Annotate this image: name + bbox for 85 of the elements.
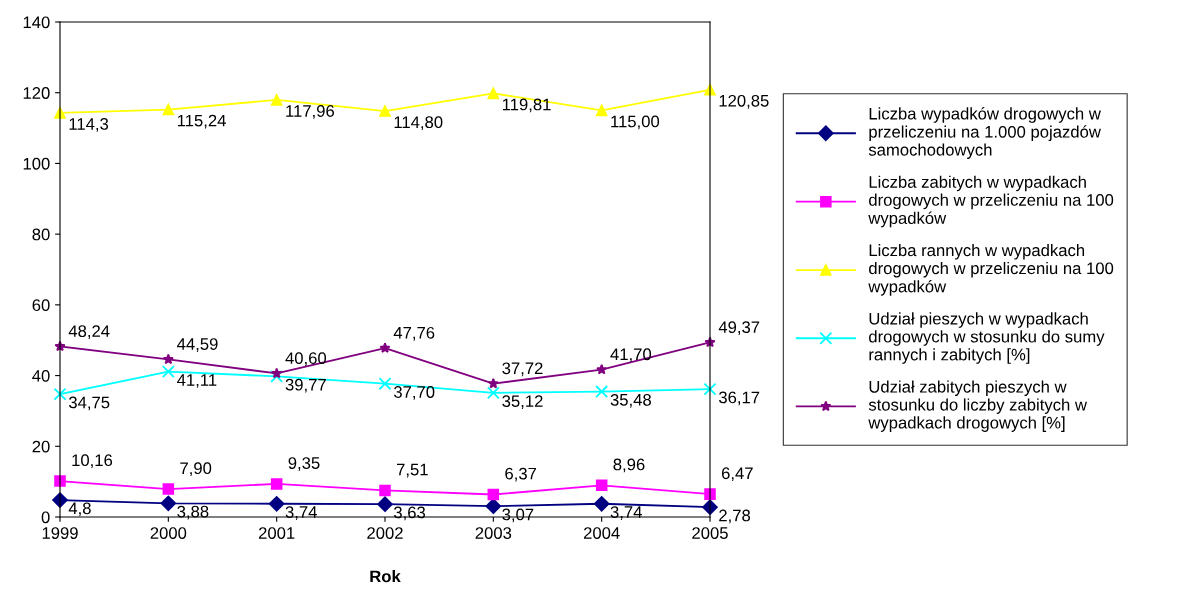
point <box>487 87 500 100</box>
data-label: 8,96 <box>613 458 645 473</box>
data-label: 7,51 <box>396 463 428 478</box>
data-label: 3,88 <box>177 505 209 520</box>
point <box>595 104 608 117</box>
y-tick-label: 80 <box>32 228 50 241</box>
point <box>270 478 283 490</box>
point <box>162 103 175 116</box>
data-label: 3,07 <box>502 508 534 523</box>
x-tick-label: 2003 <box>475 527 512 539</box>
point <box>595 385 609 399</box>
point <box>487 488 500 501</box>
legend-label: Liczba zabitych w wypadkach drogowych w przeliczeniu na 100 wypadków <box>868 175 1114 228</box>
y-tick-label: 100 <box>23 157 50 170</box>
point <box>160 495 177 512</box>
data-label: 6,37 <box>505 467 537 482</box>
point <box>270 94 283 106</box>
data-label: 34,75 <box>68 396 110 411</box>
point <box>162 353 174 365</box>
data-label: 41,70 <box>610 348 652 363</box>
x-tick-label: 2004 <box>583 527 620 539</box>
x-tick-label: 2000 <box>150 527 187 539</box>
data-label: 117,96 <box>286 105 335 119</box>
data-label: 119,81 <box>502 98 551 113</box>
data-label: 39,77 <box>285 378 326 393</box>
point <box>487 377 499 389</box>
y-tick-label: 140 <box>23 16 50 29</box>
data-label: 115,24 <box>177 114 226 129</box>
point <box>268 495 285 512</box>
data-label: 114,80 <box>394 116 443 131</box>
legend-label: Udział zabitych pieszych w stosunku do liczby zabitych w wypadkach drogowych [%] <box>868 380 1087 432</box>
y-tick-label: 0 <box>41 511 50 524</box>
x-tick-label: 1999 <box>42 527 78 539</box>
point <box>593 495 610 512</box>
data-label: 35,12 <box>502 395 543 409</box>
legend-label: Liczba wypadków drogowych w przeliczeniu na 1.000 pojazdów samochodowych <box>868 107 1101 159</box>
point <box>486 386 500 400</box>
data-label: 37,72 <box>502 362 543 377</box>
data-label: 9,35 <box>288 457 320 471</box>
data-label: 40,60 <box>285 352 327 366</box>
x-axis-title: Rok <box>370 570 401 583</box>
y-tick-label: 120 <box>23 87 50 99</box>
data-label: 3,74 <box>285 506 317 520</box>
data-label: 49,37 <box>718 321 760 335</box>
data-label: 6,47 <box>721 467 753 482</box>
x-tick-label: 2001 <box>258 527 295 539</box>
point <box>271 367 283 379</box>
point <box>596 363 608 375</box>
data-label: 10,16 <box>72 454 113 469</box>
legend-label: Udział pieszych w wypadkach drogowych w stosunku do sumy rannych i zabitych [%] <box>869 312 1105 364</box>
point <box>378 377 392 391</box>
y-tick-label: 40 <box>32 369 50 382</box>
point <box>485 498 502 514</box>
point <box>379 484 391 497</box>
point <box>270 369 284 383</box>
data-label: 47,76 <box>393 326 435 341</box>
data-label: 41,11 <box>177 374 217 388</box>
point <box>595 479 608 492</box>
data-label: 48,24 <box>68 325 110 339</box>
point <box>379 342 391 353</box>
data-label: 3,74 <box>610 506 642 520</box>
x-tick-label: 2005 <box>692 527 728 539</box>
data-label: 35,48 <box>610 393 651 408</box>
y-tick-label: 60 <box>32 299 50 312</box>
data-label: 7,90 <box>180 462 212 477</box>
point <box>704 488 716 500</box>
data-label: 2,78 <box>719 509 751 524</box>
legend-label: Liczba rannych w wypadkach drogowych w przeliczeniu na 100 wypadków <box>868 243 1114 296</box>
point <box>54 475 66 487</box>
data-label: 36,17 <box>718 391 760 406</box>
point <box>53 387 67 401</box>
point <box>379 105 391 117</box>
data-label: 4,8 <box>68 502 91 517</box>
x-tick-label: 2002 <box>367 527 403 539</box>
y-tick-label: 20 <box>32 440 50 453</box>
data-label: 115,00 <box>611 115 660 130</box>
data-label: 3,63 <box>393 506 426 521</box>
data-label: 44,59 <box>177 338 218 352</box>
point <box>703 382 717 396</box>
data-label: 37,70 <box>393 386 435 400</box>
point <box>377 496 393 512</box>
data-label: 120,85 <box>719 94 769 109</box>
point <box>162 483 175 495</box>
point <box>161 365 175 379</box>
data-label: 114,3 <box>69 118 109 132</box>
